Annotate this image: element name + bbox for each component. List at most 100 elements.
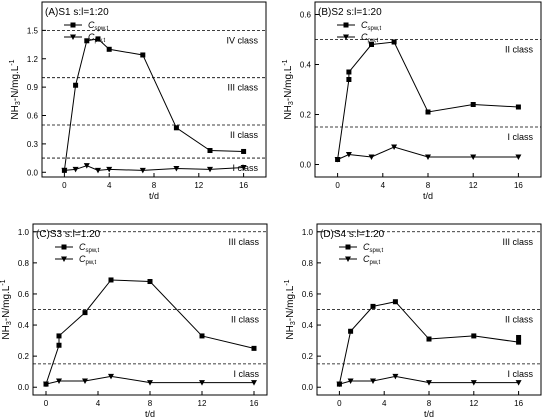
data-point-triangle <box>425 154 431 160</box>
panel-title: (D)S4 s:l=1:20 <box>320 229 385 240</box>
data-point-square <box>106 46 112 52</box>
x-tick-label: 0 <box>337 399 342 408</box>
x-axis-label: t/d <box>424 409 434 419</box>
y-tick-label: 1.5 <box>27 26 39 35</box>
data-point-triangle <box>61 167 68 174</box>
series-line-1 <box>63 38 244 171</box>
x-axis-label: t/d <box>423 191 433 201</box>
data-point-triangle <box>392 373 399 380</box>
data-point-triangle <box>139 167 146 174</box>
panel-title: (A)S1 s:l=1:20 <box>45 7 109 18</box>
y-tick-label: 0.6 <box>300 11 312 20</box>
legend-label: Cspw,t <box>79 242 100 254</box>
y-tick-label: 0.0 <box>27 168 39 177</box>
data-point-square <box>251 345 257 351</box>
threshold-label: II class <box>505 45 534 55</box>
x-tick-label: 0 <box>62 181 67 190</box>
data-point-triangle <box>426 380 432 386</box>
series-line-1 <box>338 301 520 385</box>
data-point-square <box>95 36 101 42</box>
y-tick-label: 0.6 <box>18 290 30 299</box>
data-point-triangle <box>83 163 90 169</box>
y-tick-label: 1.0 <box>18 228 30 237</box>
y-tick-label: 0.2 <box>300 111 312 120</box>
panel-title: (C)S3 s:l=1:20 <box>36 229 101 240</box>
legend-triangle-marker <box>61 256 67 262</box>
y-tick-label: 0.2 <box>302 352 314 361</box>
data-point-triangle <box>470 154 477 160</box>
x-tick-label: 12 <box>194 181 203 190</box>
x-tick-label: 16 <box>250 399 259 408</box>
data-point-square <box>391 39 397 45</box>
data-point-triangle <box>334 157 341 163</box>
x-tick-label: 16 <box>239 181 248 190</box>
y-tick-label: 0.4 <box>300 61 312 70</box>
chart-panel-2: II class I class 0 4 8 12 16 0.0 0.2 0.4 0.6 t/d NH3… <box>282 1 542 201</box>
data-point-square <box>516 339 522 345</box>
y-tick-label: 0.2 <box>18 352 30 361</box>
x-tick-label: 8 <box>148 399 153 408</box>
data-point-square <box>207 148 213 154</box>
x-tick-label: 12 <box>469 399 478 408</box>
data-point-square <box>73 82 79 88</box>
x-axis-label: t/d <box>145 409 155 419</box>
y-tick-label: 0.4 <box>18 321 30 330</box>
data-point-square <box>173 125 179 131</box>
x-tick-label: 16 <box>514 181 523 190</box>
data-point-triangle <box>368 154 375 160</box>
y-tick-label: 0.0 <box>300 161 312 170</box>
legend-square-marker <box>345 244 351 250</box>
data-point-square <box>84 38 90 44</box>
y-axis-label: NH3-N/mg.L-1 <box>9 59 22 119</box>
data-point-triangle <box>95 167 101 174</box>
x-tick-label: 0 <box>44 399 49 408</box>
data-point-square <box>199 333 205 339</box>
data-point-square <box>346 69 352 75</box>
data-point-triangle <box>82 378 88 385</box>
y-tick-label: 0.8 <box>302 259 314 268</box>
legend-label: Cspw,t <box>361 20 382 32</box>
threshold-label: II class <box>231 315 260 325</box>
chart-panel-1: IV class III class II class I class 0 4 8 12 16 0… <box>9 1 267 201</box>
y-tick-label: 0.6 <box>302 290 314 299</box>
data-point-square <box>471 333 477 339</box>
chart-panel-4: III class II class I class 0 4 8 12 16 0.0 0.2 0.4… <box>284 223 542 419</box>
data-point-square <box>426 336 432 342</box>
data-point-triangle <box>43 381 49 388</box>
legend-label: Cspw,t <box>88 20 109 32</box>
data-point-square <box>425 109 431 115</box>
x-tick-label: 16 <box>514 399 523 408</box>
data-point-square <box>346 77 352 82</box>
data-point-square <box>56 333 62 339</box>
data-point-square <box>241 148 247 154</box>
data-point-square <box>470 102 476 107</box>
data-point-triangle <box>515 380 522 386</box>
y-tick-label: 1.0 <box>302 228 314 237</box>
legend-label: Cpw,t <box>363 254 381 266</box>
data-point-square <box>348 328 354 334</box>
threshold-label: IV class <box>226 35 258 45</box>
series-line-2 <box>64 165 244 171</box>
x-tick-label: 4 <box>107 181 112 190</box>
legend-triangle-marker <box>345 256 351 262</box>
data-point-triangle <box>207 166 213 173</box>
data-point-triangle <box>251 380 257 386</box>
threshold-label: III class <box>228 237 259 247</box>
plot-frame <box>314 1 542 178</box>
data-point-triangle <box>515 154 522 160</box>
x-tick-label: 8 <box>427 399 432 408</box>
y-tick-label: 0.3 <box>27 140 39 149</box>
data-point-triangle <box>108 373 114 380</box>
series-line-1 <box>45 279 255 385</box>
data-point-square <box>515 104 521 110</box>
series-line-1 <box>337 41 519 160</box>
y-axis-label: NH3-N/mg.L-1 <box>0 279 13 339</box>
threshold-label: I class <box>233 369 259 379</box>
data-point-square <box>370 303 376 309</box>
legend-triangle-marker <box>343 34 349 40</box>
y-tick-label: 1.2 <box>27 55 39 64</box>
data-point-triangle <box>72 166 79 173</box>
y-tick-label: 0.9 <box>27 83 39 92</box>
